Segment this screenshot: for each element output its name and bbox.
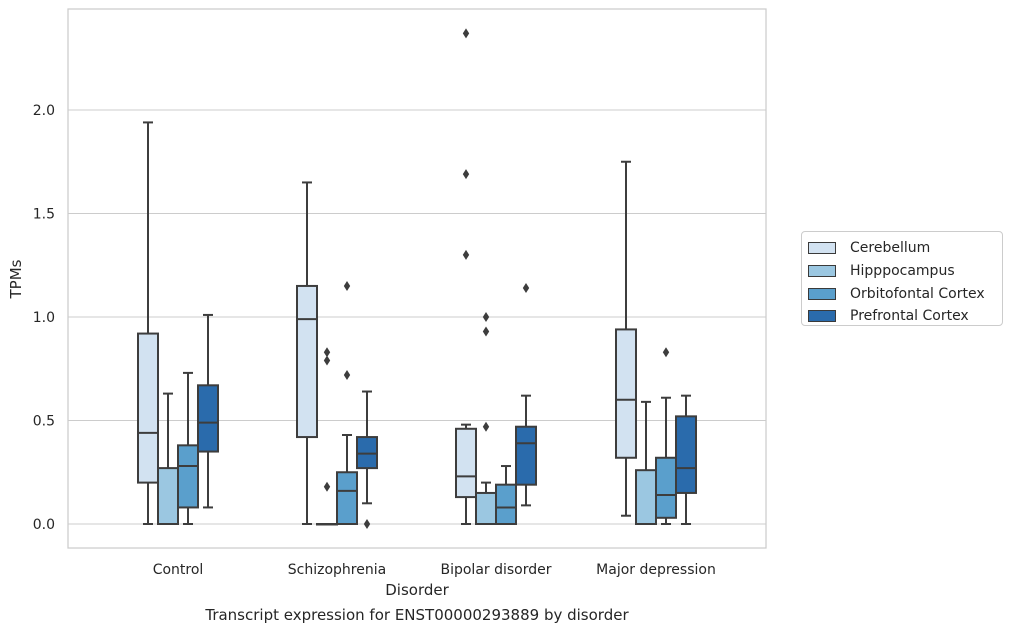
box-cerebellum <box>296 181 318 525</box>
box-orbitofontal-cortex <box>336 280 358 525</box>
box-iqr <box>615 328 637 459</box>
box-iqr <box>137 332 159 484</box>
x-axis: Control Schizophrenia Bipolar disorder Majo… <box>153 562 716 578</box>
plot-frame <box>67 8 767 549</box>
box-hipppocampus <box>635 400 657 525</box>
outlier-point <box>462 169 470 180</box>
box-iqr <box>336 471 358 525</box>
x-tick-label: Control <box>153 562 204 578</box>
box-iqr <box>356 436 378 470</box>
outlier-point <box>482 326 490 337</box>
outlier-point <box>662 347 670 358</box>
box-prefrontal-cortex <box>197 313 219 509</box>
outlier-point <box>363 519 371 529</box>
box-iqr <box>635 469 657 525</box>
box-cerebellum <box>615 160 637 517</box>
legend-item: Prefrontal Cortex <box>808 305 1002 328</box>
box-orbitofontal-cortex <box>177 371 199 525</box>
box-cerebellum <box>137 121 159 525</box>
y-axis: 0.0 0.5 1.0 1.5 2.0 <box>33 103 55 533</box>
legend-label: Cerebellum <box>850 240 931 257</box>
box-hipppocampus <box>475 312 497 526</box>
box-iqr <box>197 384 219 453</box>
box-iqr <box>475 491 497 526</box>
x-tick-label: Bipolar disorder <box>440 562 551 578</box>
legend-swatch <box>808 242 836 255</box>
box-prefrontal-cortex <box>356 390 378 529</box>
legend-label: Prefrontal Cortex <box>850 308 969 325</box>
box-iqr <box>177 444 199 509</box>
outlier-point <box>522 283 530 294</box>
figure-caption: Transcript expression for ENST0000029388… <box>205 606 629 624</box>
plot-area <box>137 28 697 529</box>
box-hipppocampus <box>316 347 338 526</box>
box-iqr <box>675 415 697 494</box>
outlier-point <box>323 347 331 358</box>
y-tick-label: 0.0 <box>33 517 55 533</box>
outlier-point <box>343 280 351 291</box>
legend-item: Cerebellum <box>808 237 1002 260</box>
y-tick-label: 1.5 <box>33 207 55 223</box>
box-prefrontal-cortex <box>515 283 537 507</box>
legend-swatch <box>808 310 836 323</box>
box-iqr <box>515 425 537 486</box>
legend-swatch <box>808 287 836 300</box>
box-orbitofontal-cortex <box>655 347 677 525</box>
box-iqr <box>655 456 677 519</box>
x-tick-label: Schizophrenia <box>288 562 386 578</box>
legend: Cerebellum Hipppocampus Orbitofontal Corte… <box>801 231 1003 326</box>
box-iqr <box>157 467 179 525</box>
box-orbitofontal-cortex <box>495 465 517 526</box>
y-tick-label: 0.5 <box>33 414 55 430</box>
box-cerebellum <box>455 28 477 525</box>
outlier-point <box>323 355 331 366</box>
legend-item: Orbitofontal Cortex <box>808 282 1002 305</box>
legend-label: Hipppocampus <box>850 263 955 280</box>
box-iqr <box>455 427 477 499</box>
box-iqr <box>296 284 318 439</box>
y-tick-label: 1.0 <box>33 310 55 326</box>
outlier-point <box>323 481 331 492</box>
box-prefrontal-cortex <box>675 394 697 525</box>
y-axis-label: TPMs <box>7 259 25 299</box>
outlier-point <box>343 369 351 380</box>
outlier-point <box>462 249 470 260</box>
box-iqr <box>495 483 517 526</box>
outlier-point <box>462 28 470 39</box>
x-tick-label: Major depression <box>596 562 716 578</box>
y-tick-label: 2.0 <box>33 103 55 119</box>
outlier-point <box>482 312 490 322</box>
legend-label: Orbitofontal Cortex <box>850 285 985 302</box>
legend-swatch <box>808 265 836 278</box>
x-axis-label: Disorder <box>385 581 449 599</box>
legend-item: Hipppocampus <box>808 260 1002 283</box>
box-hipppocampus <box>157 392 179 525</box>
outlier-point <box>482 421 490 432</box>
